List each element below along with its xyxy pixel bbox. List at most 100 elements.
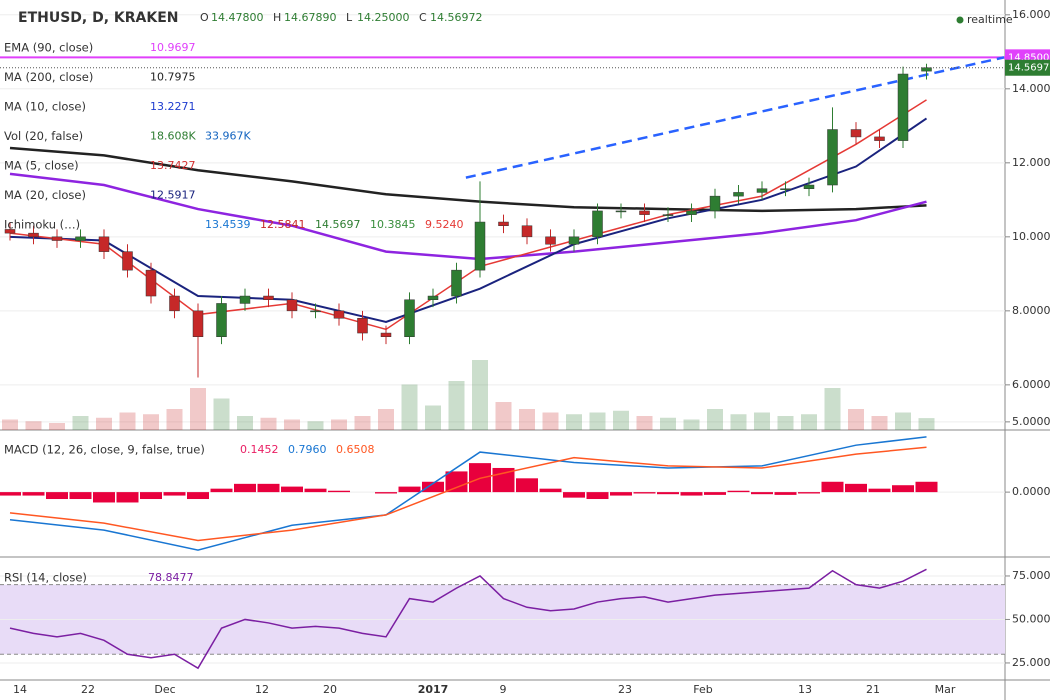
candle-body <box>709 195 721 212</box>
candle-body <box>380 332 392 337</box>
volume-bar <box>848 409 864 430</box>
macd-histogram-bar <box>422 481 444 493</box>
candle-body <box>639 210 650 215</box>
volume-bar <box>354 416 371 430</box>
indicator-value: 10.9697 <box>150 41 196 54</box>
volume-bar <box>448 381 465 430</box>
panel-value: 78.8477 <box>148 571 194 584</box>
macd-histogram-bar <box>539 488 562 493</box>
y-tick-label: 8.00000 <box>1012 304 1050 317</box>
macd-histogram-bar <box>445 471 468 493</box>
volume-bar <box>707 409 723 430</box>
symbol: ETHUSD, D, KRAKEN <box>18 10 179 26</box>
panel-value: 0.6508 <box>336 443 375 456</box>
y-tick-label: 75.0000 <box>1012 569 1050 582</box>
macd-histogram-bar <box>281 486 303 493</box>
volume-bar <box>425 405 441 430</box>
volume-bar <box>331 419 347 430</box>
candle-body <box>333 310 345 319</box>
ohlc: 14.25000 <box>357 11 410 24</box>
volume-bar <box>166 409 183 430</box>
volume-bar <box>237 416 253 430</box>
macd-histogram-bar <box>187 492 209 500</box>
volume-bar <box>307 421 324 430</box>
candle-body <box>498 221 509 226</box>
macd-histogram-bar <box>845 483 867 493</box>
ohlc: 14.67890 <box>284 11 337 24</box>
indicator-line <box>9 446 927 542</box>
volume-bar <box>190 388 206 430</box>
y-tick-label: 16.00000 <box>1012 8 1050 21</box>
volume-bar <box>2 419 18 430</box>
indicator-line <box>9 436 927 551</box>
macd-histogram-bar <box>257 483 280 493</box>
candle-body <box>474 221 486 271</box>
candle-body <box>145 269 157 297</box>
macd-histogram-bar <box>751 492 773 495</box>
volume-bar <box>284 419 300 430</box>
y-tick-label: 12.00000 <box>1012 156 1050 169</box>
candle-body <box>733 192 744 197</box>
macd-histogram-bar <box>234 483 256 493</box>
macd-histogram-bar <box>798 492 820 494</box>
volume-bar <box>754 412 770 430</box>
indicator-name: Ichimoku (…) <box>4 218 80 232</box>
indicator-value: 9.5240 <box>425 218 464 231</box>
price-tag-label: 14.85000 <box>1008 52 1050 63</box>
ohlc: 14.56972 <box>430 11 483 24</box>
volume-bar <box>519 409 535 430</box>
volume-bar <box>613 410 629 430</box>
x-tick-label: 21 <box>866 683 880 696</box>
macd-histogram-bar <box>46 492 68 500</box>
candle-body <box>850 129 862 138</box>
panel-value: 0.7960 <box>288 443 327 456</box>
macd-histogram-bar <box>516 478 538 493</box>
macd-histogram-bar <box>586 492 609 500</box>
volume-bar <box>636 416 653 430</box>
macd-histogram-bar <box>563 492 585 498</box>
candle-body <box>216 303 227 337</box>
macd-histogram-bar <box>69 492 92 500</box>
macd-histogram-bar <box>915 481 938 493</box>
volume-bar <box>871 416 888 430</box>
candle-body <box>122 251 133 271</box>
ohlc: 14.47800 <box>211 11 264 24</box>
volume-bar <box>49 423 65 430</box>
candle-body <box>592 210 603 238</box>
indicator-name: Vol (20, false) <box>4 129 83 143</box>
volume-bar <box>683 419 700 430</box>
candle-body <box>451 269 462 297</box>
volume-bar <box>495 402 512 430</box>
macd-histogram-bar <box>398 486 421 493</box>
x-tick-label: Dec <box>154 683 175 696</box>
candle-body <box>897 73 909 141</box>
candle-body <box>921 67 932 72</box>
x-tick-label: 2017 <box>418 683 449 696</box>
volume-bar <box>589 412 606 430</box>
indicator-value: 12.5841 <box>260 218 306 231</box>
indicator-name: MA (10, close) <box>4 100 86 114</box>
candle-body <box>662 214 674 216</box>
indicator-value: 10.3845 <box>370 218 416 231</box>
macd-histogram-bar <box>375 492 397 494</box>
x-tick-label: 23 <box>618 683 632 696</box>
x-tick-label: 22 <box>81 683 95 696</box>
volume-bar <box>213 398 230 430</box>
y-tick-label: 14.00000 <box>1012 82 1050 95</box>
macd-histogram-bar <box>774 492 797 495</box>
y-tick-label: 50.0000 <box>1012 612 1050 625</box>
rsi-line <box>9 568 927 670</box>
macd-histogram-bar <box>657 492 679 495</box>
indicator-value: 33.967K <box>205 130 251 143</box>
volume-bar <box>824 388 841 430</box>
macd-histogram-bar <box>704 492 726 495</box>
indicator-name: EMA (90, close) <box>4 41 93 55</box>
macd-histogram-bar <box>727 490 750 493</box>
macd-histogram-bar <box>93 492 115 503</box>
y-tick-label: 25.0000 <box>1012 656 1050 669</box>
volume-bar <box>566 414 582 430</box>
indicator-name: MA (20, close) <box>4 188 86 202</box>
volume-bar <box>96 417 112 430</box>
macd-histogram-bar <box>328 490 350 493</box>
x-tick-label: 9 <box>500 683 507 696</box>
